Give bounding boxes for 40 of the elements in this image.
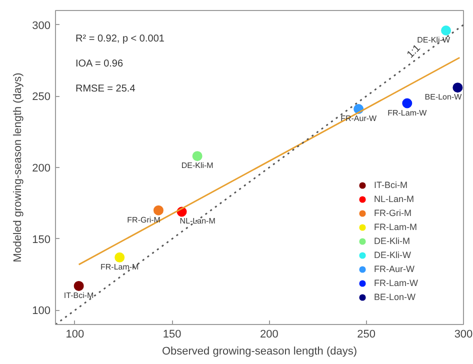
y-tick-label: 300 (32, 20, 51, 32)
y-axis-title: Modeled growing-season length (days) (12, 72, 24, 262)
legend-label: FR-Lam-W (374, 277, 418, 289)
point (441, 25, 452, 36)
x-tick-label: 100 (66, 328, 84, 340)
legend-label: DE-Kli-M (374, 235, 410, 247)
text: NL-Lan-M (180, 216, 216, 226)
text: FR-Lam-W (388, 108, 427, 118)
annotation: IOA = 0.96 (76, 58, 124, 70)
y-tick-label: 200 (32, 162, 51, 174)
legend-label: IT-Bci-M (374, 179, 408, 191)
text: FR-Gri-M (127, 215, 160, 224)
text: DE-Kli-W (417, 35, 450, 44)
x-tick-label: 250 (357, 328, 376, 340)
x-tick-label: 150 (162, 328, 182, 340)
legend-label: FR-Aur-W (374, 263, 414, 275)
annotation: R² = 0.92, p < 0.001 (76, 34, 165, 44)
x-tick-label: 200 (260, 328, 278, 340)
legend-label: BE-Lon-W (374, 291, 416, 303)
text: DE-Kli-M (181, 161, 214, 170)
text: FR-Lam-M (100, 262, 139, 272)
legend-label: DE-Kli-W (374, 249, 411, 261)
annotation: RMSE = 25.4 (76, 84, 136, 94)
point (402, 98, 412, 108)
legend-label: FR-Lam-M (374, 221, 417, 233)
x-tick-label: 300 (454, 328, 473, 340)
x-axis-title: Observed growing-season length (days) (162, 346, 358, 358)
y-tick-label: 150 (32, 234, 51, 246)
point (452, 82, 463, 93)
y-tick-label: 100 (32, 305, 51, 318)
point (153, 205, 164, 216)
point (114, 252, 125, 262)
text: BE-Lon-W (424, 92, 462, 102)
legend-label: NL-Lan-M (374, 193, 414, 205)
y-tick-label: 250 (32, 91, 51, 104)
annotation: 1:1 (405, 42, 424, 60)
point (74, 280, 84, 291)
text: IT-Bci-M (64, 290, 94, 300)
legend-label: FR-Gri-M (374, 207, 412, 219)
point (192, 151, 202, 162)
